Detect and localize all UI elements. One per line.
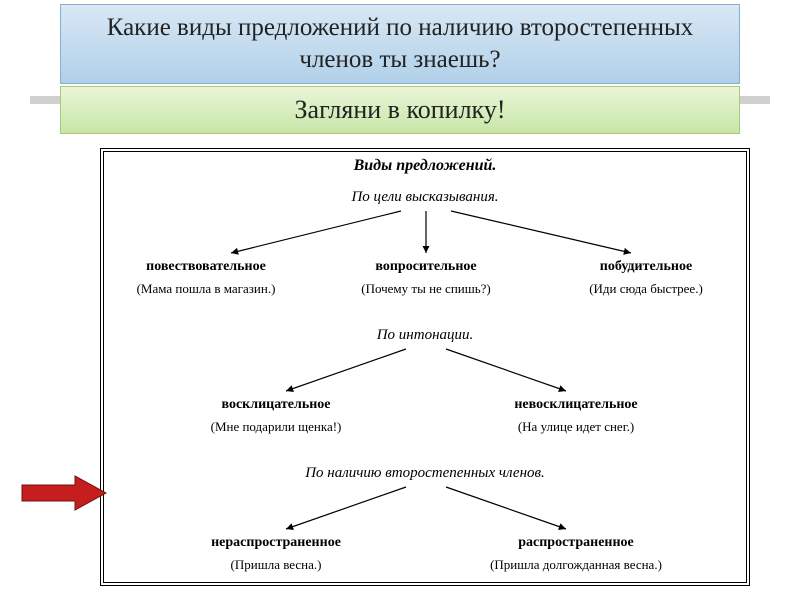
diagram-container: Виды предложений. По цели высказывания. … <box>100 148 750 586</box>
header-question: Какие виды предложений по наличию второс… <box>60 4 740 84</box>
section1-cat1: повествовательное <box>111 259 301 275</box>
section1-cat2: вопросительное <box>331 259 521 275</box>
header-hint: Загляни в копилку! <box>60 86 740 134</box>
section3-cat2: распространенное <box>461 535 691 551</box>
section3-ex1: (Пришла весна.) <box>161 557 391 573</box>
section3-subtitle: По наличию второстепенных членов. <box>101 465 749 482</box>
diagram-inner-border <box>103 151 747 583</box>
section1-cat3: побудительное <box>551 259 741 275</box>
header-hint-text: Загляни в копилку! <box>295 95 506 125</box>
section1-ex3: (Иди сюда быстрее.) <box>551 281 741 297</box>
section2-ex2: (На улице идет снег.) <box>461 419 691 435</box>
section3-cat1: нераспространенное <box>161 535 391 551</box>
section1-ex1: (Мама пошла в магазин.) <box>111 281 301 297</box>
section2-subtitle: По интонации. <box>101 327 749 344</box>
section2-cat1: восклицательное <box>161 397 391 413</box>
header-question-text: Какие виды предложений по наличию второс… <box>81 12 719 77</box>
section1-ex2: (Почему ты не спишь?) <box>331 281 521 297</box>
section2-cat2: невосклицательное <box>461 397 691 413</box>
section1-subtitle: По цели высказывания. <box>101 189 749 206</box>
red-arrow-icon <box>20 474 110 512</box>
section2-ex1: (Мне подарили щенка!) <box>161 419 391 435</box>
diagram-title: Виды предложений. <box>101 157 749 175</box>
section3-ex2: (Пришла долгожданная весна.) <box>461 557 691 573</box>
